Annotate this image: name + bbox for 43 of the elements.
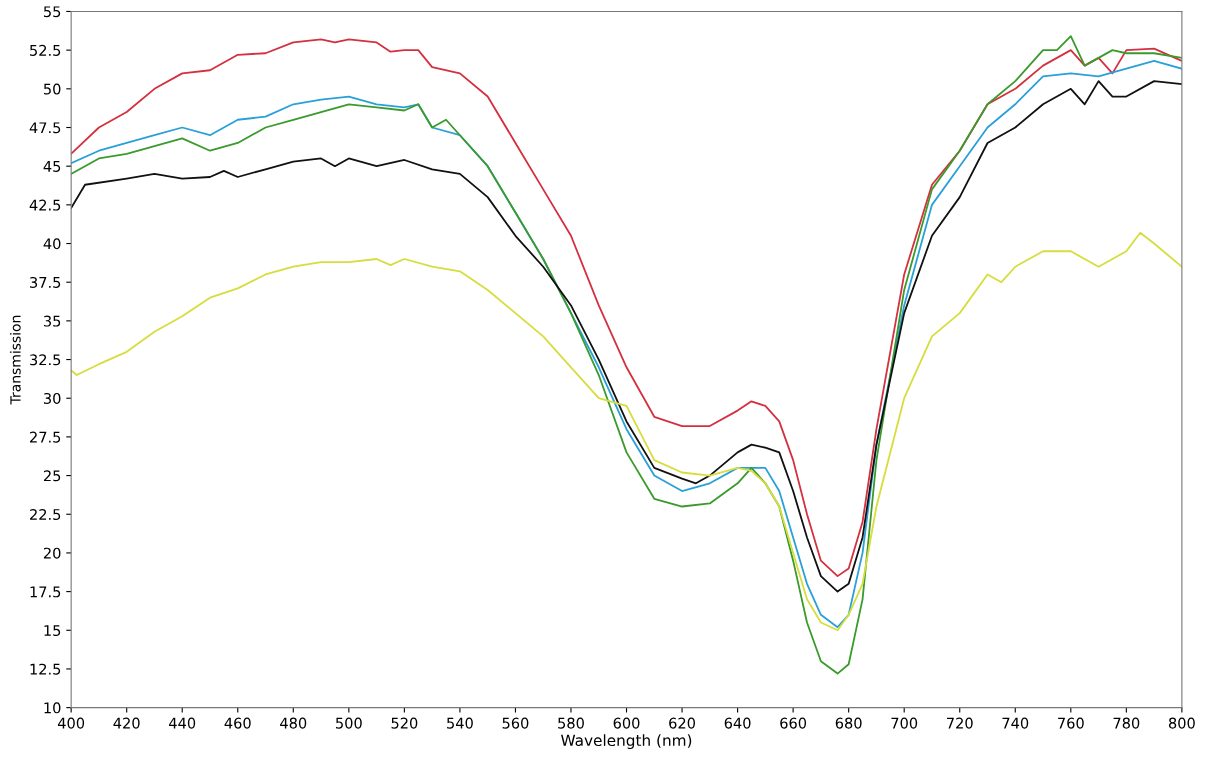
- y-tick-label: 45: [43, 161, 61, 172]
- y-tick-label: 15: [44, 625, 61, 637]
- x-tick-label: 780: [1113, 717, 1140, 729]
- y-tick-label: 20: [43, 547, 61, 559]
- x-tick-label: 640: [724, 717, 751, 729]
- y-tick-label: 35: [43, 315, 61, 327]
- y-tick-label: 37.5: [30, 276, 61, 288]
- x-tick-label: 700: [891, 717, 918, 729]
- x-tick-label: 660: [780, 717, 807, 729]
- x-tick-label: 600: [613, 717, 640, 729]
- x-tick-label: 460: [224, 717, 251, 729]
- x-tick-label: 480: [280, 717, 307, 729]
- y-tick-label: 12.5: [30, 663, 61, 675]
- y-tick-label: 50: [44, 83, 61, 95]
- x-tick-label: 760: [1058, 717, 1084, 729]
- y-tick-label: 17.5: [30, 586, 61, 598]
- y-tick-label: 52.5: [30, 44, 61, 56]
- y-tick-label: 32.5: [30, 354, 61, 366]
- y-tick-label: 42.5: [29, 199, 61, 211]
- x-tick-label: 560: [502, 717, 529, 729]
- x-tick-label: 540: [447, 717, 473, 729]
- x-tick-label: 740: [1002, 717, 1029, 729]
- y-tick-label: 27.5: [30, 431, 61, 443]
- y-tick-label: 40: [43, 238, 61, 250]
- y-axis-title: Transmission: [9, 315, 21, 405]
- y-tick-label: 10: [44, 702, 61, 714]
- x-tick-label: 580: [558, 717, 584, 729]
- x-tick-label: 500: [336, 717, 362, 729]
- x-axis-title: Wavelength (nm): [561, 734, 692, 750]
- x-tick-label: 420: [113, 717, 140, 729]
- x-tick-label: 680: [835, 717, 862, 729]
- y-tick-label: 25: [43, 470, 61, 482]
- x-tick-label: 800: [1168, 717, 1195, 729]
- x-tick-label: 520: [391, 717, 418, 729]
- x-tick-label: 620: [669, 717, 695, 729]
- y-tick-label: 22.5: [30, 508, 61, 520]
- x-tick-label: 400: [57, 717, 85, 729]
- y-tick-label: 47.5: [29, 122, 61, 134]
- y-tick-label: 30: [43, 392, 61, 404]
- x-tick-label: 720: [947, 717, 973, 729]
- y-tick-label: 55: [44, 6, 61, 18]
- line-series: [71, 231, 1182, 632]
- x-tick-label: 440: [169, 717, 196, 729]
